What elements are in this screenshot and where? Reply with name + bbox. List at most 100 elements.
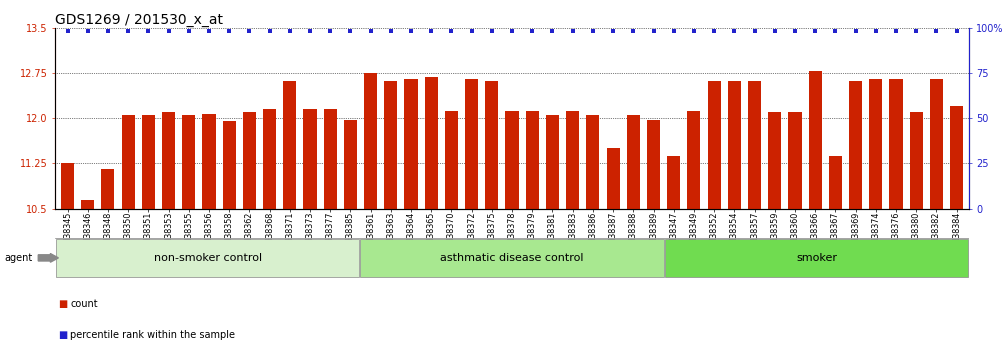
- Point: [160, 28, 176, 33]
- Point: [140, 28, 156, 33]
- Bar: [361, 239, 664, 277]
- Bar: [465, 79, 478, 209]
- Bar: [688, 111, 701, 209]
- Bar: [869, 79, 882, 209]
- Text: agent: agent: [4, 253, 32, 263]
- Bar: [142, 115, 155, 209]
- Point: [201, 28, 218, 33]
- Point: [807, 28, 823, 33]
- Bar: [929, 79, 943, 209]
- Point: [59, 28, 76, 33]
- Text: asthmatic disease control: asthmatic disease control: [440, 253, 584, 263]
- Point: [766, 28, 782, 33]
- Text: GDS1269 / 201530_x_at: GDS1269 / 201530_x_at: [55, 12, 224, 27]
- Point: [625, 28, 641, 33]
- Bar: [385, 81, 398, 209]
- Point: [746, 28, 762, 33]
- Bar: [55, 239, 359, 277]
- Bar: [909, 112, 922, 209]
- Point: [180, 28, 196, 33]
- Point: [443, 28, 459, 33]
- Bar: [526, 111, 539, 209]
- Bar: [889, 79, 902, 209]
- Point: [242, 28, 258, 33]
- Point: [645, 28, 662, 33]
- Bar: [506, 111, 519, 209]
- Point: [605, 28, 621, 33]
- Bar: [263, 109, 276, 209]
- Bar: [606, 148, 619, 209]
- Bar: [405, 79, 418, 209]
- Point: [483, 28, 499, 33]
- Point: [545, 28, 561, 33]
- Point: [868, 28, 884, 33]
- Bar: [708, 81, 721, 209]
- Bar: [809, 71, 822, 209]
- Bar: [768, 112, 781, 209]
- Bar: [748, 81, 761, 209]
- Text: smoker: smoker: [796, 253, 837, 263]
- Text: non-smoker control: non-smoker control: [153, 253, 262, 263]
- Bar: [566, 111, 579, 209]
- Point: [282, 28, 298, 33]
- Text: ■: ■: [58, 330, 67, 339]
- Point: [342, 28, 358, 33]
- Point: [565, 28, 581, 33]
- Point: [888, 28, 904, 33]
- Bar: [849, 81, 862, 209]
- Bar: [303, 109, 316, 209]
- Point: [585, 28, 601, 33]
- Point: [100, 28, 116, 33]
- Point: [363, 28, 379, 33]
- Point: [504, 28, 520, 33]
- Point: [120, 28, 136, 33]
- Bar: [202, 114, 215, 209]
- Bar: [182, 115, 195, 209]
- Bar: [626, 115, 639, 209]
- Bar: [425, 77, 438, 209]
- Text: percentile rank within the sample: percentile rank within the sample: [70, 330, 236, 339]
- Point: [686, 28, 702, 33]
- Point: [383, 28, 399, 33]
- Point: [525, 28, 541, 33]
- Point: [262, 28, 278, 33]
- Point: [949, 28, 965, 33]
- Point: [908, 28, 924, 33]
- Bar: [61, 164, 75, 209]
- Text: ■: ■: [58, 299, 67, 308]
- Bar: [546, 115, 559, 209]
- Bar: [586, 115, 599, 209]
- Point: [828, 28, 844, 33]
- Bar: [162, 112, 175, 209]
- Bar: [283, 81, 296, 209]
- Point: [706, 28, 722, 33]
- Text: count: count: [70, 299, 98, 308]
- Bar: [485, 81, 498, 209]
- Bar: [102, 169, 115, 209]
- Point: [322, 28, 338, 33]
- Point: [222, 28, 238, 33]
- Bar: [223, 121, 236, 209]
- Bar: [365, 73, 378, 209]
- Bar: [445, 111, 458, 209]
- Bar: [788, 112, 802, 209]
- Bar: [728, 81, 741, 209]
- Point: [463, 28, 479, 33]
- Bar: [665, 239, 969, 277]
- Bar: [950, 106, 963, 209]
- Bar: [243, 112, 256, 209]
- Point: [786, 28, 803, 33]
- Bar: [122, 115, 135, 209]
- Point: [80, 28, 96, 33]
- Point: [403, 28, 419, 33]
- Point: [726, 28, 742, 33]
- Bar: [343, 120, 356, 209]
- Point: [302, 28, 318, 33]
- Bar: [646, 120, 660, 209]
- Point: [423, 28, 439, 33]
- Point: [928, 28, 945, 33]
- Point: [666, 28, 682, 33]
- Point: [848, 28, 864, 33]
- Bar: [323, 109, 336, 209]
- Bar: [829, 156, 842, 209]
